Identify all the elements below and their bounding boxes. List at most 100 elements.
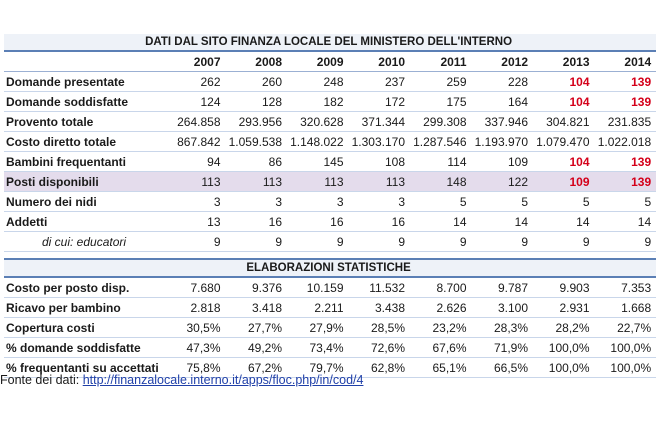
table-cell: 264.858	[164, 111, 226, 132]
year-header-2009: 2009	[287, 51, 349, 72]
table-row: Copertura costi 30,5% 27,7% 27,9% 28,5% 23,2%…	[4, 317, 657, 338]
table-cell: 9	[410, 231, 472, 252]
table-cell: 79,7%	[287, 357, 349, 378]
table-cell: 175	[410, 91, 472, 112]
table-cell: 2.931	[533, 297, 595, 318]
table-cell: 9	[533, 231, 595, 252]
table-cell: 371.344	[348, 111, 410, 132]
table-cell: 23,2%	[410, 317, 472, 338]
table-cell: 14	[533, 211, 595, 232]
row-label: % frequentanti su accettati	[4, 357, 164, 378]
table-cell: 9	[225, 231, 287, 252]
table-cell: 1.668	[594, 297, 657, 318]
table-cell: 14	[410, 211, 472, 232]
table-cell: 65,1%	[410, 357, 472, 378]
table-cell: 2.626	[410, 297, 472, 318]
table-cell: 3.418	[225, 297, 287, 318]
table-row: Posti disponibili 113 113 113 113 148 122 109 13…	[4, 171, 657, 192]
row-label: Ricavo per bambino	[4, 297, 164, 318]
table-cell: 320.628	[287, 111, 349, 132]
table-cell: 22,7%	[594, 317, 657, 338]
row-label: Bambini frequentanti	[4, 151, 164, 172]
table-row: % frequentanti su accettati 75,8% 67,2% 79,…	[4, 357, 657, 378]
year-header-2008: 2008	[225, 51, 287, 72]
table-cell: 9	[348, 231, 410, 252]
table-cell: 14	[594, 211, 657, 232]
table-cell: 5	[410, 191, 472, 212]
table-cell: 28,3%	[471, 317, 533, 338]
table-cell: 237	[348, 71, 410, 92]
table-cell: 139	[594, 151, 657, 172]
table-cell: 304.821	[533, 111, 595, 132]
table-cell: 114	[410, 151, 472, 172]
source-link[interactable]: http://finanzalocale.interno.it/apps/flo…	[82, 373, 364, 387]
table-cell: 62,8%	[348, 357, 410, 378]
table-cell: 124	[164, 91, 226, 112]
table-cell: 94	[164, 151, 226, 172]
table-cell: 9	[594, 231, 657, 252]
table-cell: 3	[164, 191, 226, 212]
table-cell: 262	[164, 71, 226, 92]
table-cell: 104	[533, 71, 595, 92]
table-cell: 1.059.538	[225, 131, 287, 152]
table-cell: 1.303.170	[348, 131, 410, 152]
table-cell: 182	[287, 91, 349, 112]
table-cell: 867.842	[164, 131, 226, 152]
table-row: di cui: educatori 9 9 9 9 9 9 9 9	[4, 231, 657, 252]
table-cell: 3	[287, 191, 349, 212]
table-cell: 2.211	[287, 297, 349, 318]
source-note: Fonte dei dati: http://finanzalocale.int…	[0, 373, 363, 387]
table-row: Costo diretto totale 867.842 1.059.538 1.14…	[4, 131, 657, 152]
row-label: Costo diretto totale	[4, 131, 164, 152]
table-cell: 145	[287, 151, 349, 172]
table-cell: 9	[471, 231, 533, 252]
table-cell: 259	[410, 71, 472, 92]
table-cell: 9	[287, 231, 349, 252]
table-cell: 164	[471, 91, 533, 112]
table-cell: 16	[225, 211, 287, 232]
table-cell: 1.148.022	[287, 131, 349, 152]
table-cell: 100,0%	[594, 337, 657, 358]
data-table-container: DATI DAL SITO FINANZA LOCALE DEL MINISTE…	[4, 34, 657, 378]
section-title: ELABORAZIONI STATISTICHE	[4, 258, 657, 278]
table-cell: 67,2%	[225, 357, 287, 378]
table-cell: 113	[225, 171, 287, 192]
year-header-2014: 2014	[594, 51, 657, 72]
row-label: Posti disponibili	[4, 171, 164, 192]
table-cell: 8.700	[410, 277, 472, 298]
row-label: Domande presentate	[4, 71, 164, 92]
row-label: Addetti	[4, 211, 164, 232]
table-cell: 172	[348, 91, 410, 112]
table-cell: 260	[225, 71, 287, 92]
row-label: Numero dei nidi	[4, 191, 164, 212]
table-row: Ricavo per bambino 2.818 3.418 2.211 3.438 2.…	[4, 297, 657, 318]
year-header-row: 2007 2008 2009 2010 2011 2012 2013 2014	[4, 51, 657, 72]
table-row: Provento totale 264.858 293.956 320.628 371.…	[4, 111, 657, 132]
table-cell: 1.193.970	[471, 131, 533, 152]
table-cell: 139	[594, 91, 657, 112]
table-cell: 67,6%	[410, 337, 472, 358]
table-title-row: DATI DAL SITO FINANZA LOCALE DEL MINISTE…	[4, 34, 657, 52]
table-cell: 9	[164, 231, 226, 252]
section-title-row: ELABORAZIONI STATISTICHE	[4, 258, 657, 278]
table-cell: 148	[410, 171, 472, 192]
table-cell: 100,0%	[533, 357, 595, 378]
table-cell: 1.022.018	[594, 131, 657, 152]
table-row: Bambini frequentanti 94 86 145 108 114 109 104 1…	[4, 151, 657, 172]
table-cell: 3.100	[471, 297, 533, 318]
table-cell: 122	[471, 171, 533, 192]
table-cell: 16	[348, 211, 410, 232]
table-cell: 113	[287, 171, 349, 192]
year-header-2012: 2012	[471, 51, 533, 72]
table-cell: 11.532	[348, 277, 410, 298]
table-cell: 13	[164, 211, 226, 232]
table-cell: 14	[471, 211, 533, 232]
table-cell: 3	[225, 191, 287, 212]
table-cell: 228	[471, 71, 533, 92]
year-header-2010: 2010	[348, 51, 410, 72]
row-label: Copertura costi	[4, 317, 164, 338]
table-cell: 28,2%	[533, 317, 595, 338]
table-row: Domande presentate 262 260 248 237 259 228 104 1…	[4, 71, 657, 92]
table-cell: 5	[533, 191, 595, 212]
row-label: Domande soddisfatte	[4, 91, 164, 112]
